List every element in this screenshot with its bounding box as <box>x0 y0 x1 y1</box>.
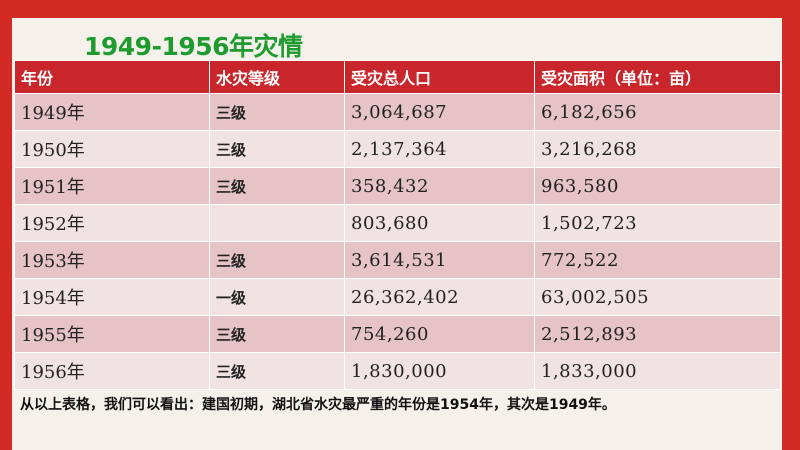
cell-area: 1,833,000 <box>534 352 781 390</box>
cell-level: 三级 <box>209 167 345 205</box>
cell-population: 754,260 <box>344 315 535 353</box>
header-year: 年份 <box>14 60 210 94</box>
table-row: 1950年 三级 2,137,364 3,216,268 <box>14 130 781 168</box>
cell-level: 三级 <box>209 241 345 279</box>
cell-year: 1949年 <box>14 93 210 131</box>
cell-year: 1955年 <box>14 315 210 353</box>
cell-level: 三级 <box>209 130 345 168</box>
table-row: 1954年 一级 26,362,402 63,002,505 <box>14 278 781 316</box>
table-row: 1952年 803,680 1,502,723 <box>14 204 781 242</box>
cell-area: 772,522 <box>534 241 781 279</box>
cell-year: 1956年 <box>14 352 210 390</box>
header-affected-area: 受灾面积（单位：亩） <box>534 60 781 94</box>
cell-area: 6,182,656 <box>534 93 781 131</box>
header-affected-population: 受灾总人口 <box>344 60 535 94</box>
table-header-row: 年份 水灾等级 受灾总人口 受灾面积（单位：亩） <box>14 60 781 94</box>
cell-area: 2,512,893 <box>534 315 781 353</box>
cell-year: 1952年 <box>14 204 210 242</box>
cell-level: 一级 <box>209 278 345 316</box>
cell-level: 三级 <box>209 315 345 353</box>
disaster-table: 年份 水灾等级 受灾总人口 受灾面积（单位：亩） 1949年 三级 3,064,… <box>14 60 781 390</box>
cell-area: 63,002,505 <box>534 278 781 316</box>
cell-year: 1950年 <box>14 130 210 168</box>
cell-population: 26,362,402 <box>344 278 535 316</box>
cell-level: 三级 <box>209 352 345 390</box>
page-title: 1949-1956年灾情 <box>84 32 303 61</box>
cell-year: 1954年 <box>14 278 210 316</box>
cell-area: 963,580 <box>534 167 781 205</box>
table-row: 1956年 三级 1,830,000 1,833,000 <box>14 352 781 390</box>
cell-population: 3,614,531 <box>344 241 535 279</box>
table-row: 1951年 三级 358,432 963,580 <box>14 167 781 205</box>
cell-area: 1,502,723 <box>534 204 781 242</box>
cell-population: 3,064,687 <box>344 93 535 131</box>
cell-population: 2,137,364 <box>344 130 535 168</box>
table-row: 1953年 三级 3,614,531 772,522 <box>14 241 781 279</box>
header-flood-level: 水灾等级 <box>209 60 345 94</box>
cell-level <box>209 204 345 242</box>
table-row: 1949年 三级 3,064,687 6,182,656 <box>14 93 781 131</box>
cell-year: 1953年 <box>14 241 210 279</box>
cell-area: 3,216,268 <box>534 130 781 168</box>
table-row: 1955年 三级 754,260 2,512,893 <box>14 315 781 353</box>
conclusion-text: 从以上表格，我们可以看出：建国初期，湖北省水灾最严重的年份是1954年，其次是1… <box>20 397 616 413</box>
cell-population: 803,680 <box>344 204 535 242</box>
cell-level: 三级 <box>209 93 345 131</box>
cell-population: 358,432 <box>344 167 535 205</box>
cell-population: 1,830,000 <box>344 352 535 390</box>
cell-year: 1951年 <box>14 167 210 205</box>
